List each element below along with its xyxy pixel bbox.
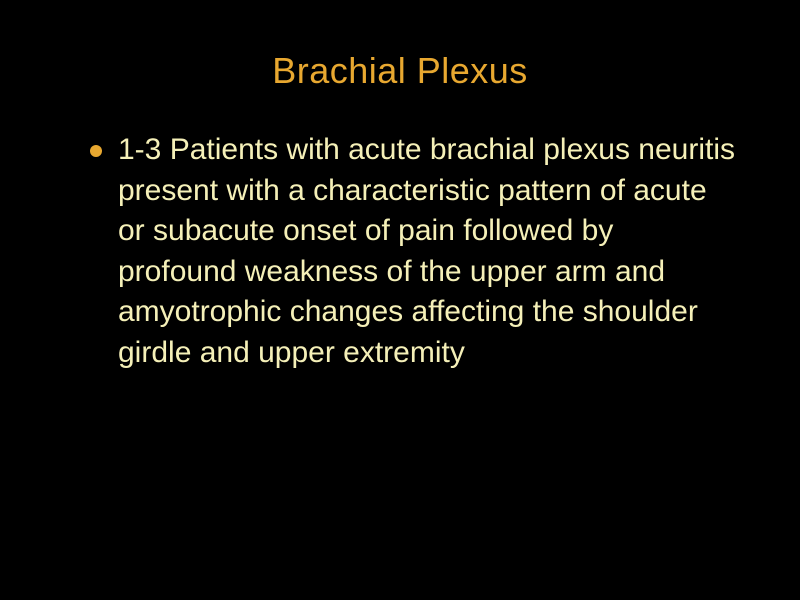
bullet-item: 1-3 Patients with acute brachial plexus …	[90, 130, 740, 373]
slide-title: Brachial Plexus	[60, 50, 740, 92]
slide-container: Brachial Plexus 1-3 Patients with acute …	[0, 0, 800, 600]
bullet-text: 1-3 Patients with acute brachial plexus …	[118, 130, 740, 373]
bullet-list: 1-3 Patients with acute brachial plexus …	[60, 130, 740, 373]
